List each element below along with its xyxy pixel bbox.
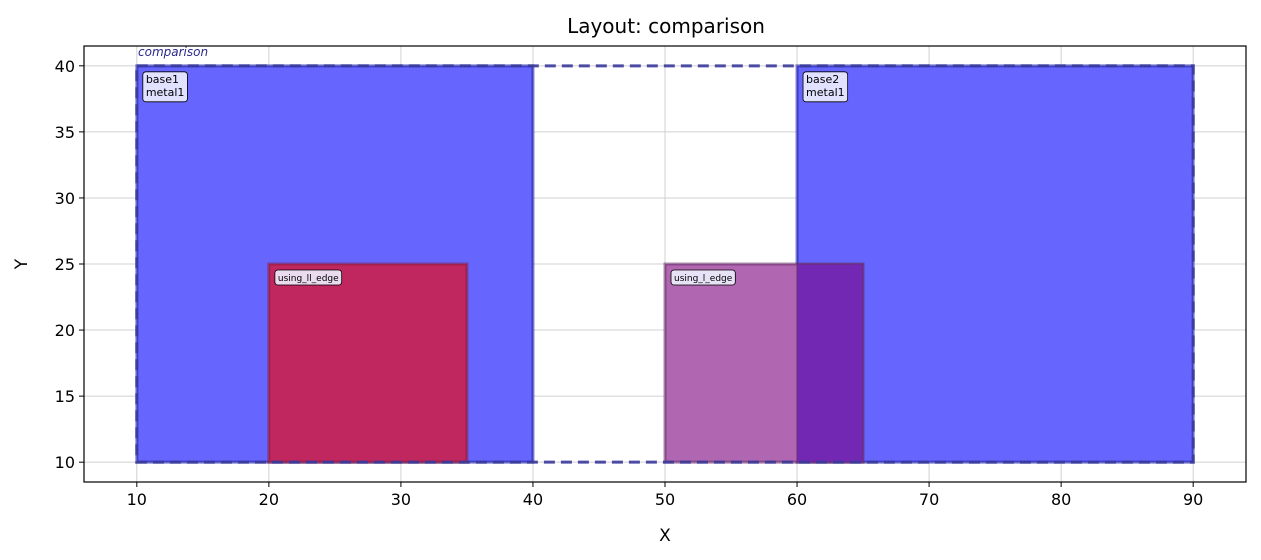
x-tick-label: 50 <box>655 490 675 509</box>
label-box <box>670 269 736 286</box>
x-tick-label: 70 <box>919 490 939 509</box>
y-tick-label: 15 <box>55 387 75 406</box>
label-text: base1 <box>146 73 179 86</box>
label-box <box>142 71 188 103</box>
x-tick-label: 10 <box>127 490 147 509</box>
label-box <box>802 71 849 103</box>
y-tick-label: 30 <box>55 189 75 208</box>
x-tick-label: 90 <box>1183 490 1203 509</box>
shape-overlap <box>796 263 865 464</box>
x-tick-label: 20 <box>259 490 279 509</box>
x-tick-label: 80 <box>1051 490 1071 509</box>
y-tick-label: 25 <box>55 255 75 274</box>
label-text: using_ll_edge <box>278 274 339 284</box>
cell-bbox-outline <box>135 64 1195 464</box>
x-tick-label: 30 <box>391 490 411 509</box>
cell-bbox <box>135 64 1195 464</box>
x-axis-ticks: 10 20 30 40 50 60 70 80 90 <box>127 482 1203 509</box>
label-text: base2 <box>806 73 839 86</box>
label-text: metal1 <box>806 86 845 99</box>
cell-name: comparison <box>138 45 208 59</box>
label-using_ll_edge: using_ll_edge <box>274 269 343 286</box>
label-box <box>274 269 343 286</box>
x-tick-label: 60 <box>787 490 807 509</box>
label-text: using_l_edge <box>674 274 733 284</box>
shape-using_ll_edge <box>267 262 469 464</box>
y-tick-label: 20 <box>55 321 75 340</box>
x-tick-label: 40 <box>523 490 543 509</box>
y-tick-label: 10 <box>55 453 75 472</box>
label-text: metal1 <box>146 86 185 99</box>
shapes-layer <box>135 64 1195 464</box>
x-axis-label: X <box>659 526 671 546</box>
chart-title: Layout: comparison <box>567 14 765 38</box>
y-tick-label: 40 <box>55 57 75 76</box>
y-axis-label: Y <box>12 258 32 270</box>
label-using_l_edge: using_l_edge <box>670 269 736 286</box>
y-axis-ticks: 10 15 20 25 30 35 40 <box>55 57 84 472</box>
y-tick-label: 35 <box>55 123 75 142</box>
